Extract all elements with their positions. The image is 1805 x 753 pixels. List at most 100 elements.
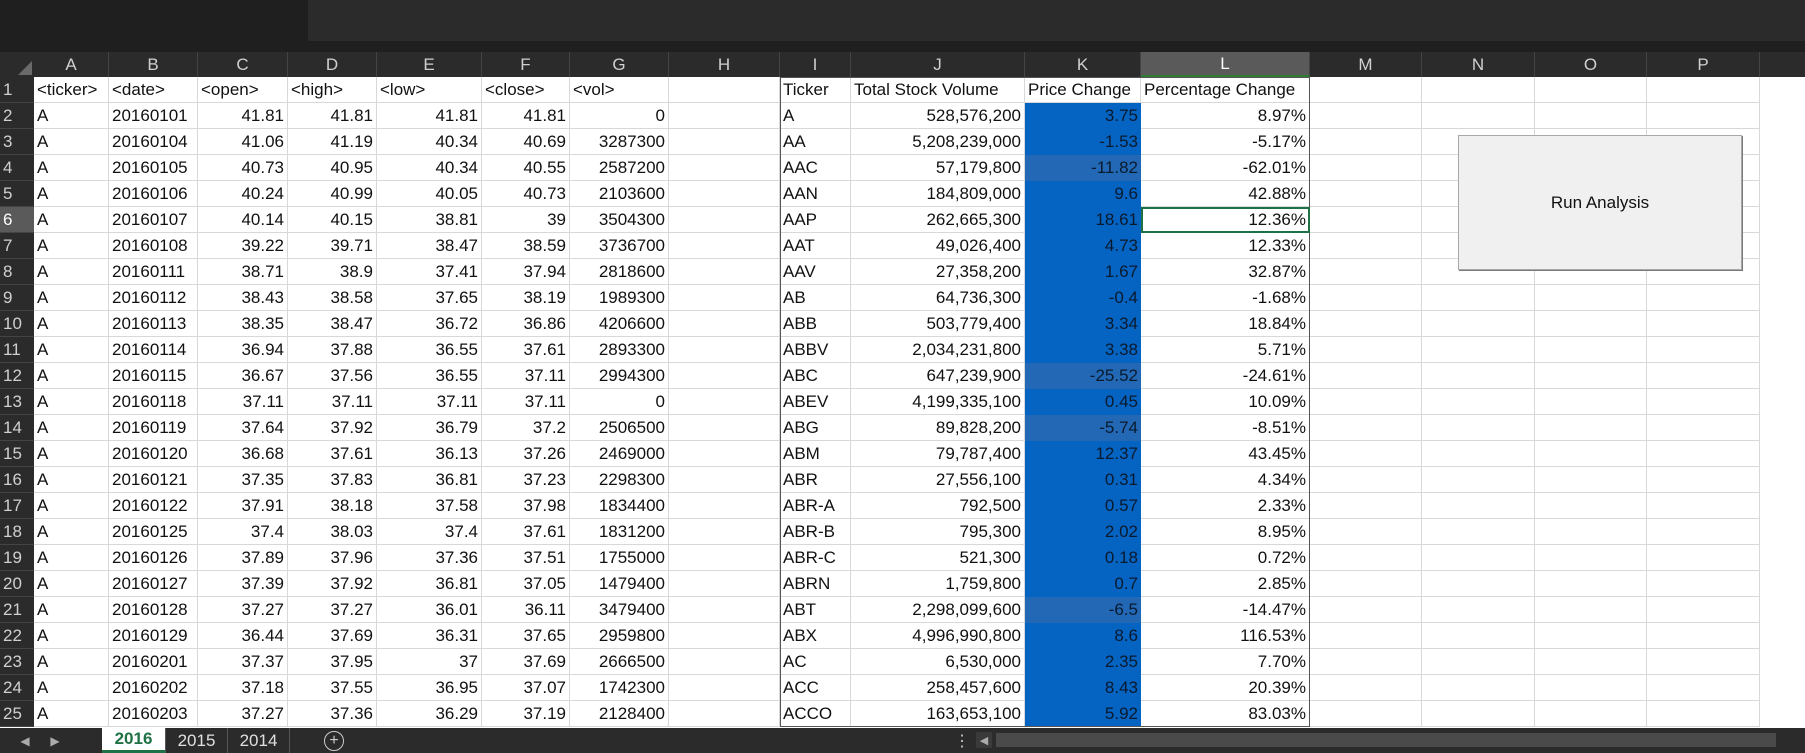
cell-k10[interactable]: 3.34 <box>1025 311 1141 337</box>
cell-g14[interactable]: 2506500 <box>570 415 669 441</box>
cell-i15[interactable]: ABM <box>780 441 851 467</box>
cell-p24[interactable] <box>1647 675 1760 701</box>
cell-g2[interactable]: 0 <box>570 103 669 129</box>
column-header-i[interactable]: I <box>780 52 851 77</box>
column-header-k[interactable]: K <box>1025 52 1141 77</box>
cell-p17[interactable] <box>1647 493 1760 519</box>
row-header-19[interactable]: 19 <box>0 545 34 571</box>
cell-i5[interactable]: AAN <box>780 181 851 207</box>
cell-l10[interactable]: 18.84% <box>1141 311 1310 337</box>
column-header-m[interactable]: M <box>1310 52 1422 77</box>
row-header-2[interactable]: 2 <box>0 103 34 129</box>
cell-b23[interactable]: 20160201 <box>109 649 198 675</box>
cell-c9[interactable]: 38.43 <box>198 285 288 311</box>
cell-j8[interactable]: 27,358,200 <box>851 259 1025 285</box>
cell-o11[interactable] <box>1535 337 1647 363</box>
cell-m10[interactable] <box>1310 311 1422 337</box>
cell-n25[interactable] <box>1422 701 1535 727</box>
cell-g24[interactable]: 1742300 <box>570 675 669 701</box>
cell-i25[interactable]: ACCO <box>780 701 851 727</box>
cell-g1[interactable]: <vol> <box>570 77 669 103</box>
cell-k22[interactable]: 8.6 <box>1025 623 1141 649</box>
cell-k17[interactable]: 0.57 <box>1025 493 1141 519</box>
cell-d6[interactable]: 40.15 <box>288 207 377 233</box>
cell-e22[interactable]: 36.31 <box>377 623 482 649</box>
cell-i2[interactable]: A <box>780 103 851 129</box>
cell-e12[interactable]: 36.55 <box>377 363 482 389</box>
row-header-20[interactable]: 20 <box>0 571 34 597</box>
column-header-j[interactable]: J <box>851 52 1025 77</box>
cell-a7[interactable]: A <box>34 233 109 259</box>
cell-p14[interactable] <box>1647 415 1760 441</box>
cell-b25[interactable]: 20160203 <box>109 701 198 727</box>
cell-o17[interactable] <box>1535 493 1647 519</box>
cell-f4[interactable]: 40.55 <box>482 155 570 181</box>
cell-g13[interactable]: 0 <box>570 389 669 415</box>
row-header-14[interactable]: 14 <box>0 415 34 441</box>
cell-e18[interactable]: 37.4 <box>377 519 482 545</box>
cell-o14[interactable] <box>1535 415 1647 441</box>
cell-j12[interactable]: 647,239,900 <box>851 363 1025 389</box>
cell-g15[interactable]: 2469000 <box>570 441 669 467</box>
cell-o24[interactable] <box>1535 675 1647 701</box>
sheet-tab-2015[interactable]: 2015 <box>166 728 228 753</box>
spreadsheet-grid[interactable]: Run Analysis A B C D E F G H I J K L M N O P 1 2 3 4 5 6 7 8 9 10… <box>0 52 1805 728</box>
cell-l14[interactable]: -8.51% <box>1141 415 1310 441</box>
cell-m4[interactable] <box>1310 155 1422 181</box>
cell-d22[interactable]: 37.69 <box>288 623 377 649</box>
cell-b12[interactable]: 20160115 <box>109 363 198 389</box>
cell-f25[interactable]: 37.19 <box>482 701 570 727</box>
cell-c23[interactable]: 37.37 <box>198 649 288 675</box>
cell-i22[interactable]: ABX <box>780 623 851 649</box>
cell-n13[interactable] <box>1422 389 1535 415</box>
cell-k4[interactable]: -11.82 <box>1025 155 1141 181</box>
cell-j17[interactable]: 792,500 <box>851 493 1025 519</box>
cell-c8[interactable]: 38.71 <box>198 259 288 285</box>
cell-f10[interactable]: 36.86 <box>482 311 570 337</box>
cell-h16[interactable] <box>669 467 780 493</box>
cell-e3[interactable]: 40.34 <box>377 129 482 155</box>
cell-k16[interactable]: 0.31 <box>1025 467 1141 493</box>
cell-o25[interactable] <box>1535 701 1647 727</box>
cell-c5[interactable]: 40.24 <box>198 181 288 207</box>
cell-k25[interactable]: 5.92 <box>1025 701 1141 727</box>
cell-b13[interactable]: 20160118 <box>109 389 198 415</box>
cell-b24[interactable]: 20160202 <box>109 675 198 701</box>
cell-c17[interactable]: 37.91 <box>198 493 288 519</box>
cell-e24[interactable]: 36.95 <box>377 675 482 701</box>
cell-e5[interactable]: 40.05 <box>377 181 482 207</box>
cell-p15[interactable] <box>1647 441 1760 467</box>
cell-k9[interactable]: -0.4 <box>1025 285 1141 311</box>
cell-h21[interactable] <box>669 597 780 623</box>
cell-b20[interactable]: 20160127 <box>109 571 198 597</box>
cell-p21[interactable] <box>1647 597 1760 623</box>
row-header-18[interactable]: 18 <box>0 519 34 545</box>
cell-f17[interactable]: 37.98 <box>482 493 570 519</box>
column-header-b[interactable]: B <box>109 52 198 77</box>
cell-f1[interactable]: <close> <box>482 77 570 103</box>
cell-f9[interactable]: 38.19 <box>482 285 570 311</box>
scroll-left-icon[interactable]: ◀ <box>976 732 992 748</box>
cell-c13[interactable]: 37.11 <box>198 389 288 415</box>
cell-m8[interactable] <box>1310 259 1422 285</box>
cell-g22[interactable]: 2959800 <box>570 623 669 649</box>
cell-p12[interactable] <box>1647 363 1760 389</box>
cell-g6[interactable]: 3504300 <box>570 207 669 233</box>
cell-i17[interactable]: ABR-A <box>780 493 851 519</box>
run-analysis-button[interactable]: Run Analysis <box>1458 135 1742 270</box>
cell-a8[interactable]: A <box>34 259 109 285</box>
cell-p16[interactable] <box>1647 467 1760 493</box>
row-header-9[interactable]: 9 <box>0 285 34 311</box>
cell-k18[interactable]: 2.02 <box>1025 519 1141 545</box>
cell-d11[interactable]: 37.88 <box>288 337 377 363</box>
cell-f2[interactable]: 41.81 <box>482 103 570 129</box>
cell-j3[interactable]: 5,208,239,000 <box>851 129 1025 155</box>
cell-k12[interactable]: -25.52 <box>1025 363 1141 389</box>
cell-a5[interactable]: A <box>34 181 109 207</box>
cell-b19[interactable]: 20160126 <box>109 545 198 571</box>
cell-p13[interactable] <box>1647 389 1760 415</box>
cell-h3[interactable] <box>669 129 780 155</box>
cell-m9[interactable] <box>1310 285 1422 311</box>
cell-i12[interactable]: ABC <box>780 363 851 389</box>
row-header-10[interactable]: 10 <box>0 311 34 337</box>
